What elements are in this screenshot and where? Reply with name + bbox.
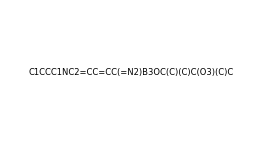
Text: C1CCC1NC2=CC=CC(=N2)B3OC(C)(C)C(O3)(C)C: C1CCC1NC2=CC=CC(=N2)B3OC(C)(C)C(O3)(C)C [28, 68, 234, 78]
